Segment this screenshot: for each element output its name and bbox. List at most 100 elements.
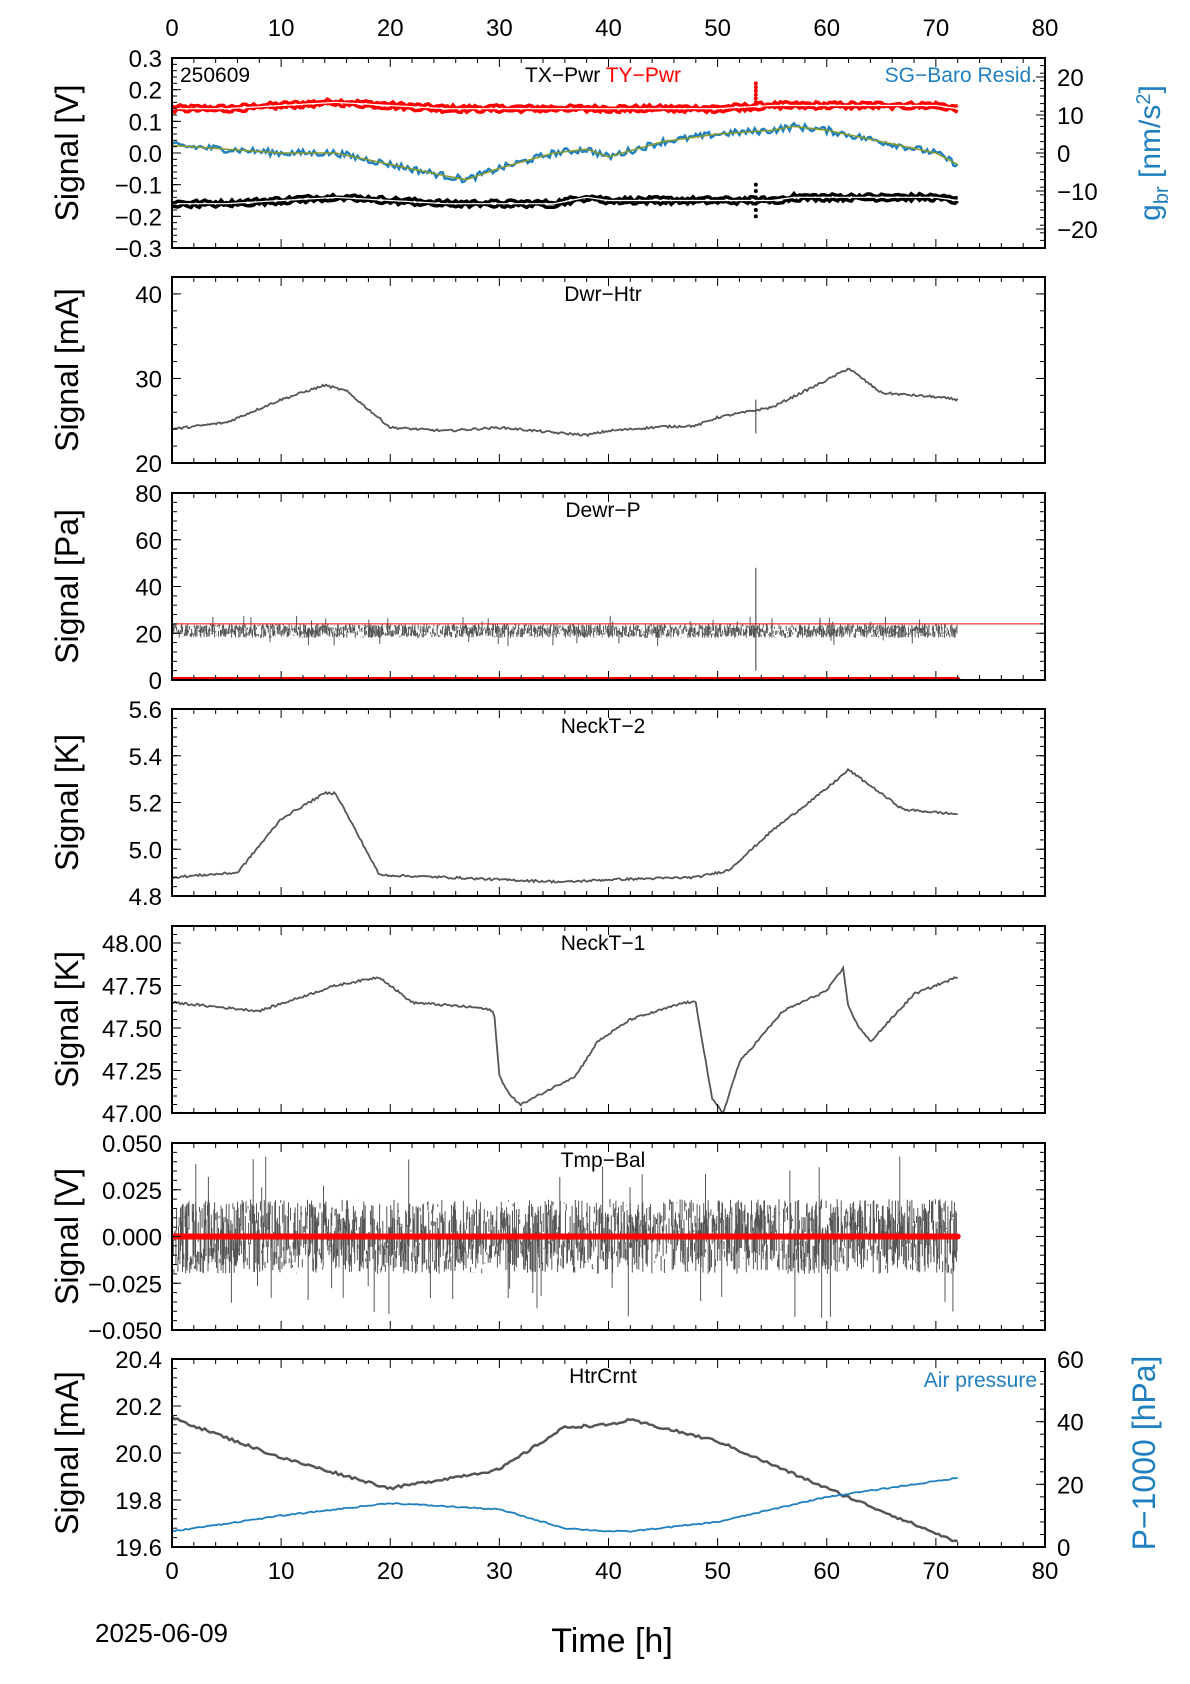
y-axis-label: Signal [K] — [49, 951, 85, 1088]
series-line-raw — [172, 190, 958, 206]
panel-title: Dwr−Htr — [564, 283, 642, 306]
x-tick-label-top: 70 — [923, 15, 950, 42]
panel-title: NeckT−2 — [561, 715, 646, 738]
plot-frame — [171, 57, 1046, 249]
x-tick-label-bottom: 60 — [813, 1558, 840, 1585]
plot-area — [172, 964, 958, 1113]
y2-tick-label: −10 — [1057, 179, 1098, 206]
y-tick-label: 47.75 — [102, 974, 162, 1001]
series-line — [172, 964, 958, 1113]
y-tick-label: 4.8 — [129, 884, 162, 911]
plot-frame — [171, 1142, 1046, 1331]
series-line-sg-fit — [172, 125, 959, 181]
y-tick-label: 40 — [135, 575, 162, 602]
x-tick-label-bottom: 10 — [268, 1558, 295, 1585]
panel-title: NeckT−1 — [561, 932, 646, 955]
panel-title-tx: TX−Pwr — [525, 64, 606, 87]
y-tick-label: 60 — [135, 528, 162, 555]
y2-tick-label: −20 — [1057, 217, 1098, 244]
y-axis-label: Signal [Pa] — [49, 509, 85, 664]
panels: 0.30.20.10.0−0.1−0.2−0.320100−10−20Signa… — [49, 15, 1173, 1585]
y-tick-label: 47.00 — [102, 1101, 162, 1128]
y-tick-label: 5.2 — [129, 791, 162, 818]
plot-area — [172, 1156, 961, 1318]
y-tick-label: 20.4 — [115, 1347, 162, 1374]
y-tick-label: 19.6 — [115, 1535, 162, 1562]
x-axis-title: Time [h] — [551, 1622, 673, 1660]
y-axis-label: Signal [K] — [49, 734, 85, 871]
plot-frame — [171, 925, 1046, 1114]
outlier-point — [753, 182, 758, 187]
outlier-point — [753, 81, 758, 86]
y2-tick-label: 0 — [1057, 141, 1070, 168]
plot-frame — [171, 492, 1046, 681]
y-tick-label: 20 — [135, 451, 162, 478]
chart-panel-1: 0.3 0.2 0.1 0.0 −0.1 −0.2 −0.3 20 10 0 −10 −20 Signa… — [49, 46, 1173, 263]
y2-label-sub: br — [1151, 186, 1173, 204]
y-tick-label: 5.0 — [129, 837, 162, 864]
y-tick-label: 0.1 — [129, 109, 162, 136]
plot-area — [172, 767, 958, 884]
chart-panel-3: 80 60 40 20 0 Signal [Pa] Dewr−P — [49, 481, 1046, 695]
x-tick-label-top: 40 — [595, 15, 622, 42]
y-tick-label: −0.1 — [115, 173, 162, 200]
y-axis-label: Signal [V] — [49, 85, 85, 222]
outlier-point — [753, 201, 758, 206]
x-tick-label-top: 30 — [486, 15, 513, 42]
panel-title: TX−Pwr TY−Pwr — [525, 64, 681, 87]
outlier-point — [753, 189, 758, 193]
y-tick-label: 5.4 — [129, 744, 162, 771]
x-tick-label-top: 20 — [377, 15, 404, 42]
plot-area — [172, 367, 959, 438]
x-tick-label-top: 50 — [704, 15, 731, 42]
y2-label-close: ] — [1134, 85, 1167, 93]
series-line-fit — [172, 196, 958, 205]
x-tick-label-bottom: 30 — [486, 1558, 513, 1585]
y-tick-label: −0.2 — [115, 204, 162, 231]
panel-title: HtrCrnt — [569, 1365, 637, 1388]
series-line-raw — [172, 194, 959, 210]
panel-title-ty: TY−Pwr — [606, 64, 681, 87]
y-tick-label: 47.50 — [102, 1016, 162, 1043]
panel-title: Dewr−P — [565, 499, 640, 522]
series-line-air-pressure — [172, 1477, 958, 1533]
x-tick-label-bottom: 0 — [165, 1558, 178, 1585]
x-tick-label-top: 60 — [813, 15, 840, 42]
sg-legend-label: SG−Baro Resid. — [885, 64, 1037, 87]
outlier-point — [753, 100, 758, 105]
series-line-htrcrnt — [172, 1415, 958, 1543]
chart-panel-5: 48.00 47.75 47.50 47.25 47.00 Signal [K] NeckT… — [49, 925, 1046, 1128]
y2-axis-label: gbr [nm/s2] — [1133, 85, 1173, 221]
plot-frame — [171, 276, 1046, 464]
series-line — [172, 767, 958, 884]
series-line-raw — [172, 101, 959, 115]
y2-tick-label: 10 — [1057, 103, 1084, 130]
series-noise-band — [172, 615, 958, 647]
y-tick-label: 48.00 — [102, 931, 162, 958]
y2-axis-label: P−1000 [hPa] — [1126, 1356, 1162, 1551]
y2-tick-label: 20 — [1057, 65, 1084, 92]
panel-title: Tmp−Bal — [561, 1149, 646, 1172]
plot-frame — [171, 1358, 1046, 1548]
plot-area — [172, 81, 959, 219]
x-tick-label-bottom: 40 — [595, 1558, 622, 1585]
y2-tick-label: 40 — [1057, 1410, 1084, 1437]
x-tick-label-top: 10 — [268, 15, 295, 42]
y2-tick-label: 20 — [1057, 1472, 1084, 1499]
outlier-point — [753, 88, 758, 93]
y-tick-label: 0.000 — [102, 1225, 162, 1252]
y-axis-label: Signal [mA] — [49, 288, 85, 452]
plot-area — [172, 567, 1045, 680]
series-line — [172, 367, 959, 438]
air-pressure-legend-label: Air pressure — [924, 1369, 1037, 1392]
outlier-point — [753, 92, 758, 97]
y-tick-label: 0.0 — [129, 141, 162, 168]
y-tick-label: 20.2 — [115, 1394, 162, 1421]
x-tick-label-top: 80 — [1032, 15, 1059, 42]
panel-id-label: 250609 — [180, 64, 250, 87]
y-tick-label: 0.3 — [129, 46, 162, 73]
plot-frame — [171, 708, 1046, 897]
y-axis-label: Signal [mA] — [49, 1371, 85, 1535]
